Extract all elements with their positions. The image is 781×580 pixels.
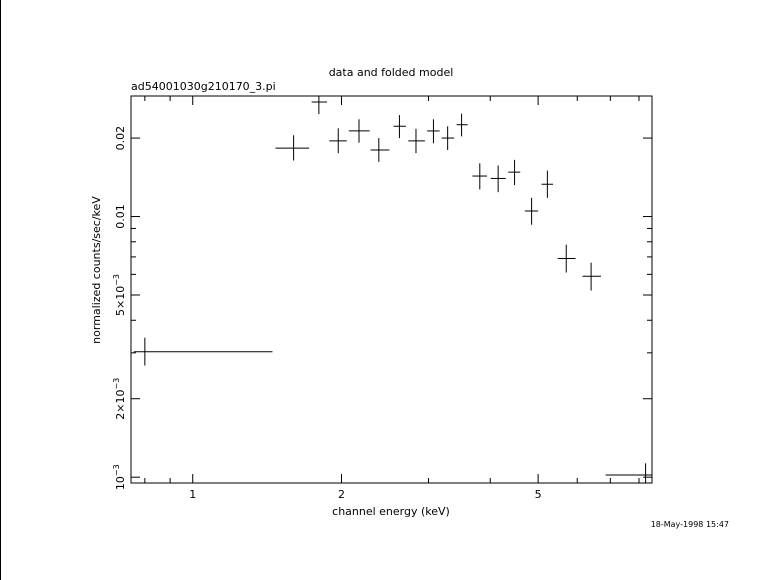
timestamp: 18-May-1998 15:47 [651, 520, 729, 529]
data-point [427, 119, 440, 144]
chart-title: data and folded model [329, 66, 454, 79]
x-tick-label: 5 [535, 488, 542, 501]
y-tick-label: 2×10−3 [112, 378, 127, 420]
data-point [275, 135, 310, 161]
x-axis-label: channel energy (keV) [332, 505, 450, 518]
data-point [393, 115, 406, 139]
data-point [557, 244, 576, 273]
y-tick-label: 0.01 [114, 204, 127, 229]
y-axis-label: normalized counts/sec/keV [90, 196, 103, 344]
x-tick-label: 1 [189, 488, 196, 501]
data-point [605, 463, 652, 483]
data-point [490, 165, 506, 193]
data-point [441, 126, 455, 150]
data-point [541, 170, 554, 198]
data-point [329, 128, 347, 154]
data-point [582, 262, 601, 291]
x-axis: 1 2 5 [144, 96, 640, 501]
y-axis: 10−3 2×10−3 5×10−3 0.01 0.02 [112, 126, 652, 490]
data-point [370, 138, 390, 162]
data-point [311, 96, 328, 115]
data-point [524, 197, 539, 225]
data-point [456, 113, 468, 137]
data-point [472, 163, 487, 190]
y-tick-label: 0.02 [114, 126, 127, 151]
data-point [508, 159, 521, 186]
data-points [133, 96, 652, 483]
data-point [348, 119, 370, 143]
y-tick-label: 10−3 [112, 464, 127, 490]
data-point [133, 337, 273, 366]
y-tick-label: 5×10−3 [112, 274, 127, 316]
chart-subtitle: ad54001030g210170_3.pi [131, 80, 276, 93]
plot-frame [130, 95, 653, 484]
data-point [408, 128, 425, 154]
x-tick-label: 2 [338, 488, 345, 501]
